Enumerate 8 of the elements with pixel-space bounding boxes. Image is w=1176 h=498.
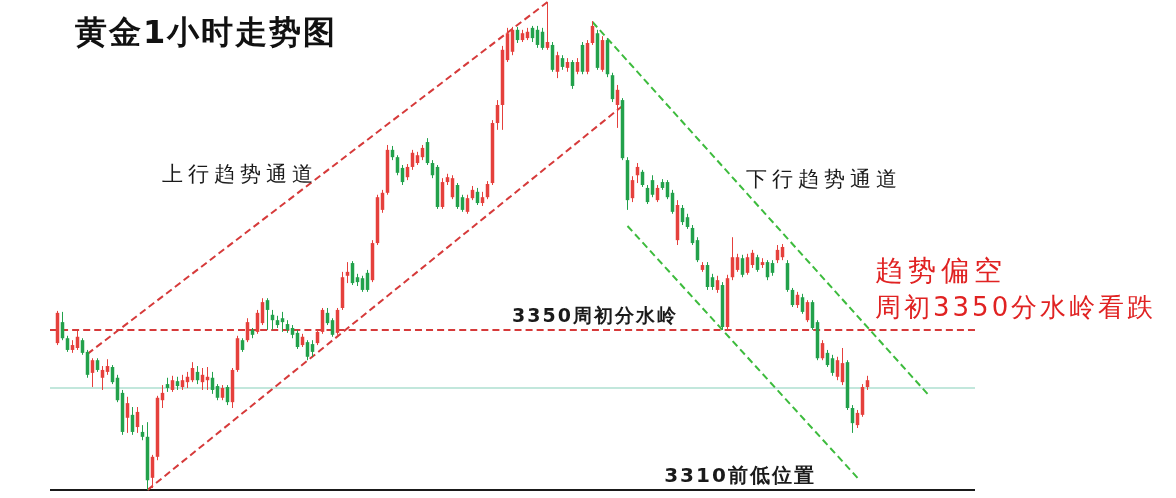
annotation: 趋势偏空 [875,254,1007,287]
annotation: 周初3350分水岭看跌 [875,292,1157,322]
candlestick [545,1,550,51]
annotation: 下行趋势通道 [746,167,902,191]
annotation: 上行趋势通道 [162,162,318,186]
ref-line-label: 3350周初分水岭 [512,303,678,326]
chart-title: 黄金1小时走势图 [75,13,338,51]
ref-line-label: 3310前低位置 [664,463,816,487]
